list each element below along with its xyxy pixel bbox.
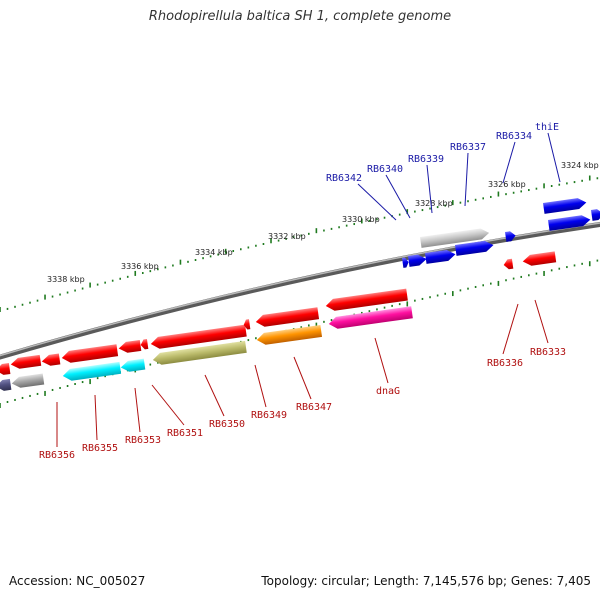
- leader-line: [385, 174, 411, 219]
- leader-line: [464, 152, 469, 207]
- gene-arrow: [548, 215, 591, 231]
- gene-arrow: [255, 307, 320, 327]
- gene-label: RB6350: [209, 419, 245, 430]
- gene-arrow: [0, 378, 12, 391]
- gene-arrow: [402, 257, 409, 268]
- gene-arrow: [152, 340, 247, 365]
- genome-backbone-highlight: [0, 222, 600, 357]
- gene-arrow: [41, 353, 61, 366]
- gene-arrow: [120, 358, 146, 372]
- gene-arrow: [408, 254, 427, 267]
- gene-arrow: [425, 249, 456, 264]
- tick-label: 3336 kbp: [121, 262, 159, 271]
- leader-line: [293, 356, 312, 400]
- gene-label: RB6347: [296, 402, 332, 413]
- gene-arrow: [455, 240, 494, 256]
- tick-label: 3332 kbp: [268, 232, 306, 241]
- tick-label: 3324 kbp: [561, 161, 599, 170]
- gene-arrow: [10, 354, 42, 369]
- accession-text: Accession: NC_005027: [9, 574, 146, 588]
- gene-label: RB6336: [487, 358, 523, 369]
- gene-arrow: [328, 306, 413, 329]
- leader-line: [534, 299, 549, 344]
- gene-arrow: [543, 198, 587, 214]
- gene-label: RB6356: [39, 450, 75, 461]
- gene-arrow: [420, 228, 490, 248]
- gene-label: RB6334: [496, 131, 532, 142]
- leader-line: [502, 303, 519, 355]
- leader-line: [254, 364, 267, 408]
- gene-arrow: [62, 361, 122, 381]
- gene-arrow: [591, 209, 600, 221]
- gene-arrow: [61, 344, 119, 363]
- gene-features: [0, 198, 600, 391]
- gene-arrow: [503, 258, 514, 270]
- leader-line: [426, 164, 433, 214]
- topology-text: Topology: circular; Length: 7,145,576 bp…: [261, 574, 591, 588]
- gene-arrow: [243, 319, 251, 330]
- tick-labels: 3338 kbp 3336 kbp 3334 kbp 3332 kbp 3330 kbp…: [47, 161, 599, 284]
- tick-label: 3334 kbp: [195, 248, 233, 257]
- gene-label: RB6333: [530, 347, 566, 358]
- gene-arrow: [0, 363, 11, 375]
- gene-label: RB6337: [450, 142, 486, 153]
- gene-arrow: [522, 251, 557, 266]
- leader-line: [134, 387, 141, 433]
- gene-label: RB6355: [82, 443, 118, 454]
- leader-line: [374, 337, 389, 384]
- gene-label: RB6351: [167, 428, 203, 439]
- gene-arrow: [256, 324, 323, 345]
- leader-line: [502, 141, 516, 184]
- gene-label: thiE: [535, 122, 559, 133]
- gene-label: dnaG: [376, 386, 400, 397]
- leader-line: [204, 374, 225, 417]
- gene-arrow: [325, 288, 408, 311]
- gene-arrow: [11, 373, 45, 388]
- tick-label: 3328 kbp: [415, 199, 453, 208]
- gene-arrow: [150, 324, 247, 349]
- gene-label: RB6353: [125, 435, 161, 446]
- outer-tick-ring: [0, 175, 599, 312]
- leader-line: [547, 132, 561, 183]
- tick-label: 3338 kbp: [47, 275, 85, 284]
- leader-line: [94, 394, 98, 441]
- leader-line: [151, 384, 185, 426]
- gene-arrow: [505, 231, 516, 242]
- gene-arrow: [140, 339, 149, 350]
- gene-label: RB6339: [408, 154, 444, 165]
- tick-label: 3326 kbp: [488, 180, 526, 189]
- tick-label: 3330 kbp: [342, 215, 380, 224]
- map-title: Rhodopirellula baltica SH 1, complete ge…: [148, 9, 452, 24]
- gene-label: RB6340: [367, 164, 403, 175]
- gene-arrow: [118, 339, 142, 353]
- gene-label: RB6342: [326, 173, 362, 184]
- gene-label: RB6349: [251, 410, 287, 421]
- genome-backbone: [0, 221, 600, 360]
- leader-line: [357, 183, 397, 221]
